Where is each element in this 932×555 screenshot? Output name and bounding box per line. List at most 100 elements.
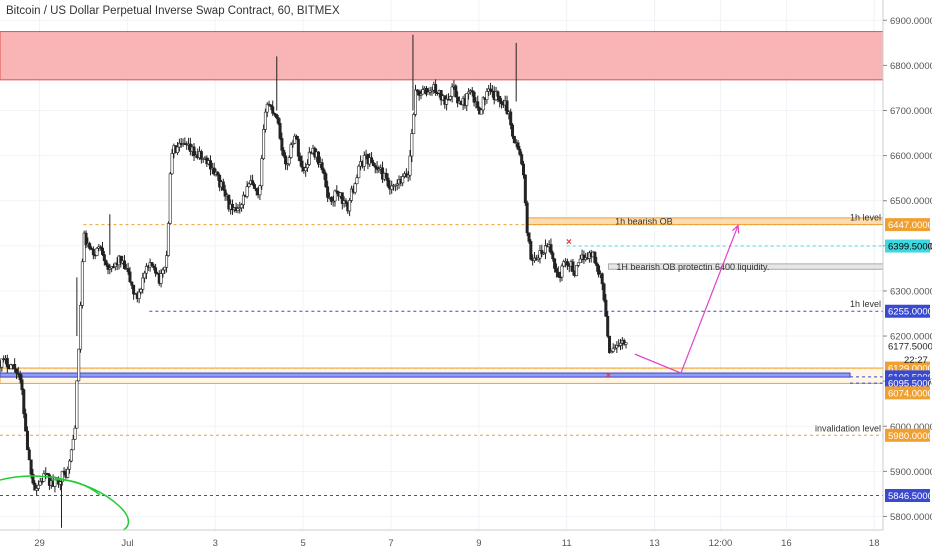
candle-body: [128, 271, 132, 283]
candle-body: [273, 112, 277, 115]
candle-body: [143, 272, 147, 279]
1h-bearish-ob: [526, 217, 884, 226]
candle-body: [430, 89, 434, 92]
time-tick-label: Jul: [121, 538, 133, 549]
candle-body: [280, 138, 284, 151]
time-axis[interactable]: 29 Jul 3 5 7 9 11 13 12:00 16 18: [0, 529, 932, 550]
candle-body: [263, 111, 267, 130]
candle-body: [529, 241, 533, 260]
candle-body: [370, 157, 374, 163]
time-tick-label: 11: [562, 538, 572, 549]
candle-body: [335, 190, 339, 193]
candle-body: [282, 149, 286, 157]
candle-body: [556, 271, 560, 278]
candle-body: [355, 177, 359, 185]
candle-body: [424, 88, 428, 95]
candle-body: [31, 473, 35, 484]
time-tick-label: 12:00: [709, 538, 733, 549]
candle-body: [40, 480, 44, 483]
candle-body: [421, 89, 425, 95]
candle-body: [512, 135, 516, 144]
candle-body: [159, 273, 163, 284]
projection-arrow-down: [634, 353, 682, 374]
level-6095-badge-text: 6095.5000: [888, 379, 932, 390]
candle-body: [0, 358, 4, 368]
candle-body: [373, 165, 377, 168]
candle-body: [119, 255, 123, 264]
candle-body: [254, 188, 258, 192]
candle-body: [227, 194, 231, 210]
candle-body: [66, 468, 70, 478]
price-tick-label: 5800.0000: [890, 512, 932, 523]
candle-body: [91, 248, 95, 256]
level-6074-badge-text: 6074.0000: [888, 388, 932, 399]
candle-body: [293, 135, 297, 144]
candle-body: [265, 103, 269, 113]
candle-body: [582, 254, 586, 260]
candle-body: [522, 163, 526, 176]
candle-body: [375, 166, 379, 170]
candle-body: [223, 189, 227, 197]
candle-body: [38, 480, 42, 486]
candle-body: [29, 459, 33, 475]
candle-body: [496, 91, 500, 97]
candle-body: [132, 284, 136, 295]
candle-body: [95, 248, 99, 256]
candle-body: [509, 111, 513, 126]
price-tick-label: 6300.0000: [890, 286, 932, 297]
candle-body: [371, 162, 375, 166]
candle-body: [520, 154, 524, 165]
level-6447-label: 1h level: [850, 213, 881, 223]
candle-body: [408, 155, 412, 176]
level-6255-label: 1h level: [850, 299, 881, 309]
candle-body: [22, 389, 26, 415]
candle-body: [230, 203, 234, 211]
candle-body: [446, 98, 450, 101]
candle-body: [276, 117, 280, 124]
candle-layer: [0, 34, 628, 528]
candle-body: [613, 347, 617, 350]
level-6129-badge-text: 6129.0000: [888, 364, 932, 375]
candle-body: [252, 184, 256, 189]
candle-body: [523, 174, 527, 204]
candle-body: [221, 181, 225, 191]
price-tick-label: 6900.0000: [890, 16, 932, 27]
candle-body: [80, 261, 84, 306]
candle-body: [617, 345, 621, 347]
candle-body: [516, 142, 520, 150]
candle-body: [602, 283, 606, 301]
candle-body: [300, 160, 304, 168]
candle-body: [73, 427, 77, 440]
candle-body: [18, 373, 22, 381]
candle-body: [192, 146, 196, 157]
candle-body: [434, 84, 438, 93]
candle-body: [285, 163, 289, 166]
candle-body: [101, 247, 105, 255]
candle-body: [106, 264, 110, 270]
candle-body: [340, 192, 344, 204]
candle-body: [349, 188, 353, 201]
candle-body: [20, 379, 24, 390]
candle-body: [287, 157, 291, 165]
candle-body: [445, 98, 449, 105]
price-tick-label: 6000.0000: [890, 422, 932, 433]
candle-body: [412, 114, 416, 134]
candle-body: [527, 232, 531, 242]
candle-body: [498, 95, 502, 102]
candle-body: [395, 183, 399, 186]
candle-body: [79, 305, 83, 350]
candle-body: [619, 342, 623, 346]
candle-body: [454, 85, 458, 98]
candle-body: [481, 97, 485, 111]
time-tick-label: 18: [869, 538, 880, 549]
grid: [0, 0, 883, 530]
level-layer: 1h level 1h level invalidation level: [0, 213, 883, 496]
candle-body: [320, 162, 324, 171]
price-axis[interactable]: 6900.0000 6800.0000 6700.0000 6600.0000 6500…: [882, 0, 932, 550]
candle-body: [291, 143, 295, 145]
candle-body: [218, 174, 222, 188]
candle-body: [401, 176, 405, 184]
candle-body: [505, 100, 509, 114]
candle-body: [551, 252, 555, 260]
